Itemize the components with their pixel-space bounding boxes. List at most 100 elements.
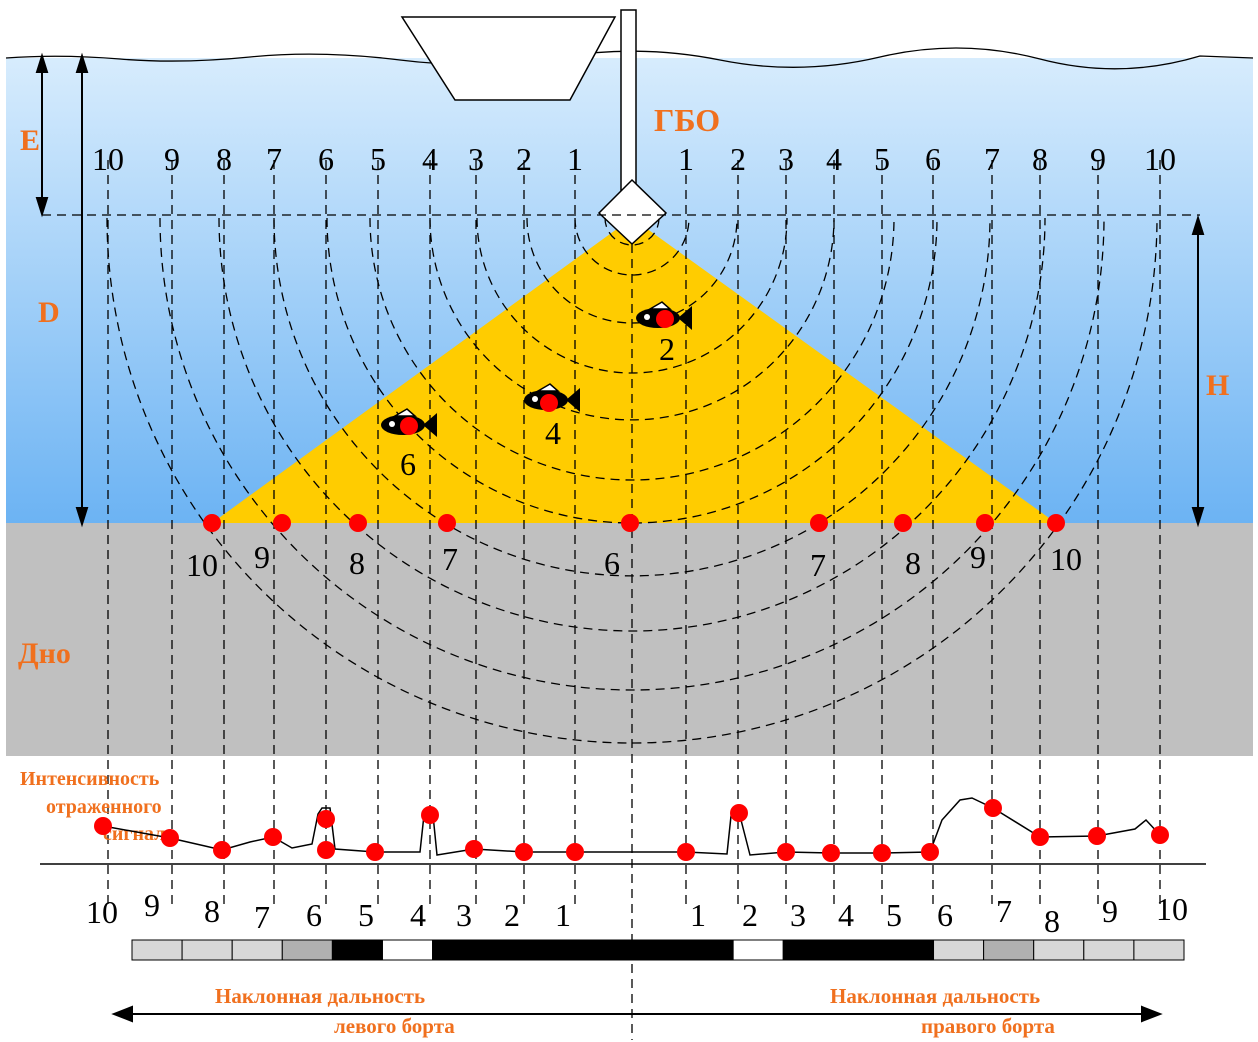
intensity-point bbox=[366, 843, 384, 861]
signal-cell bbox=[281, 939, 333, 961]
signal-cell bbox=[933, 939, 985, 961]
bottom-hit-point bbox=[894, 514, 912, 532]
beam-number: 7 bbox=[266, 141, 282, 177]
signal-cell bbox=[482, 939, 534, 961]
intensity-point bbox=[465, 840, 483, 858]
bottom-hit-point bbox=[438, 514, 456, 532]
bottom-hit-points bbox=[203, 514, 1065, 532]
intensity-point bbox=[777, 843, 795, 861]
signal-cell bbox=[882, 939, 935, 961]
intensity-point bbox=[161, 829, 179, 847]
tow-pole bbox=[620, 9, 637, 191]
intensity-point bbox=[677, 843, 695, 861]
sonar-cone bbox=[212, 218, 1056, 523]
intensity-points bbox=[94, 799, 1169, 862]
bottom-hit-point bbox=[810, 514, 828, 532]
signal-beam-number: 8 bbox=[204, 893, 220, 929]
label-sonar: ГБО bbox=[654, 102, 720, 138]
fish-label: 2 bbox=[659, 331, 675, 367]
beam-number: 3 bbox=[778, 141, 794, 177]
bottom-number: 7 bbox=[442, 541, 458, 577]
right-range-label: правого борта bbox=[921, 1014, 1055, 1038]
beam-number: 5 bbox=[874, 141, 890, 177]
signal-cell bbox=[832, 939, 884, 961]
beam-number: 8 bbox=[1032, 141, 1048, 177]
beam-lines bbox=[107, 160, 1161, 1040]
beam-number: 9 bbox=[164, 141, 180, 177]
intensity-point bbox=[822, 844, 840, 862]
right-range-label: Наклонная дальность bbox=[830, 984, 1040, 1008]
bottom-numbers: 10 9 8 7 6 7 8 9 10 bbox=[186, 539, 1082, 583]
bottom-hit-point bbox=[976, 514, 994, 532]
bottom-number: 9 bbox=[970, 539, 986, 575]
signal-cell bbox=[432, 939, 484, 961]
bottom-number: 10 bbox=[1050, 541, 1082, 577]
signal-cell bbox=[782, 939, 834, 961]
intensity-point bbox=[873, 844, 891, 862]
bottom-number: 10 bbox=[186, 547, 218, 583]
signal-beam-number: 3 bbox=[790, 897, 806, 933]
seabed bbox=[6, 523, 1253, 756]
beam-numbers: 10 9 8 7 6 5 4 3 2 1 1 2 3 4 5 6 7 8 9 10 bbox=[92, 141, 1176, 177]
signal-beam-number: 10 bbox=[1156, 891, 1188, 927]
fish-group: 2 4 6 bbox=[380, 301, 693, 482]
beam-number: 2 bbox=[730, 141, 746, 177]
range-arc bbox=[574, 217, 690, 276]
signal-beam-numbers: 10 9 8 7 6 5 4 3 2 1 1 2 3 4 5 6 7 8 9 10 bbox=[86, 887, 1188, 939]
signal-cell bbox=[1083, 939, 1135, 961]
signal-beam-number: 2 bbox=[504, 897, 520, 933]
range-arc bbox=[369, 217, 895, 481]
beam-number: 10 bbox=[1144, 141, 1176, 177]
bottom-hit-point bbox=[349, 514, 367, 532]
bottom-hit-point bbox=[621, 514, 639, 532]
intensity-point bbox=[317, 841, 335, 859]
beam-number: 4 bbox=[422, 141, 438, 177]
intensity-point bbox=[1031, 828, 1049, 846]
range-arc bbox=[429, 217, 835, 421]
intensity-point bbox=[94, 817, 112, 835]
range-arc bbox=[526, 217, 738, 324]
signal-beam-number: 8 bbox=[1044, 903, 1060, 939]
fish-echo-marker bbox=[400, 417, 418, 435]
signal-beam-number: 7 bbox=[254, 899, 270, 935]
signal-strip bbox=[131, 939, 1185, 961]
bottom-number: 6 bbox=[604, 545, 620, 581]
signal-beam-number: 5 bbox=[358, 897, 374, 933]
beam-number: 10 bbox=[92, 141, 124, 177]
fish-echo-marker bbox=[656, 310, 674, 328]
bottom-number: 9 bbox=[254, 539, 270, 575]
beam-number: 4 bbox=[826, 141, 842, 177]
beam-number: 9 bbox=[1090, 141, 1106, 177]
bottom-hit-point bbox=[203, 514, 221, 532]
beam-number: 6 bbox=[318, 141, 334, 177]
range-arrows bbox=[111, 1005, 1163, 1023]
intensity-point bbox=[921, 843, 939, 861]
intensity-point bbox=[317, 810, 335, 828]
signal-cell bbox=[131, 939, 183, 961]
intensity-point bbox=[264, 828, 282, 846]
beam-number: 1 bbox=[678, 141, 694, 177]
signal-beam-number: 10 bbox=[86, 894, 118, 930]
signal-cell bbox=[331, 939, 383, 961]
bottom-number: 8 bbox=[905, 545, 921, 581]
signal-beam-number: 4 bbox=[410, 897, 426, 933]
intensity-point bbox=[1151, 826, 1169, 844]
intensity-point bbox=[566, 843, 584, 861]
left-range-label: левого борта bbox=[334, 1014, 455, 1038]
signal-beam-number: 9 bbox=[1102, 893, 1118, 929]
signal-cell bbox=[732, 939, 784, 961]
range-arc bbox=[106, 217, 1158, 744]
fish-label: 6 bbox=[400, 446, 416, 482]
bottom-hit-point bbox=[1047, 514, 1065, 532]
fish-echo-marker bbox=[540, 394, 558, 412]
beam-number: 2 bbox=[516, 141, 532, 177]
signal-cell bbox=[582, 939, 634, 961]
signal-cell bbox=[983, 939, 1035, 961]
intensity-point bbox=[730, 804, 748, 822]
intensity-label: Интенсивность отраженного сигнала bbox=[20, 768, 175, 845]
beam-number: 3 bbox=[468, 141, 484, 177]
signal-beam-number: 6 bbox=[306, 897, 322, 933]
intensity-point bbox=[984, 799, 1002, 817]
signal-beam-number: 1 bbox=[555, 897, 571, 933]
